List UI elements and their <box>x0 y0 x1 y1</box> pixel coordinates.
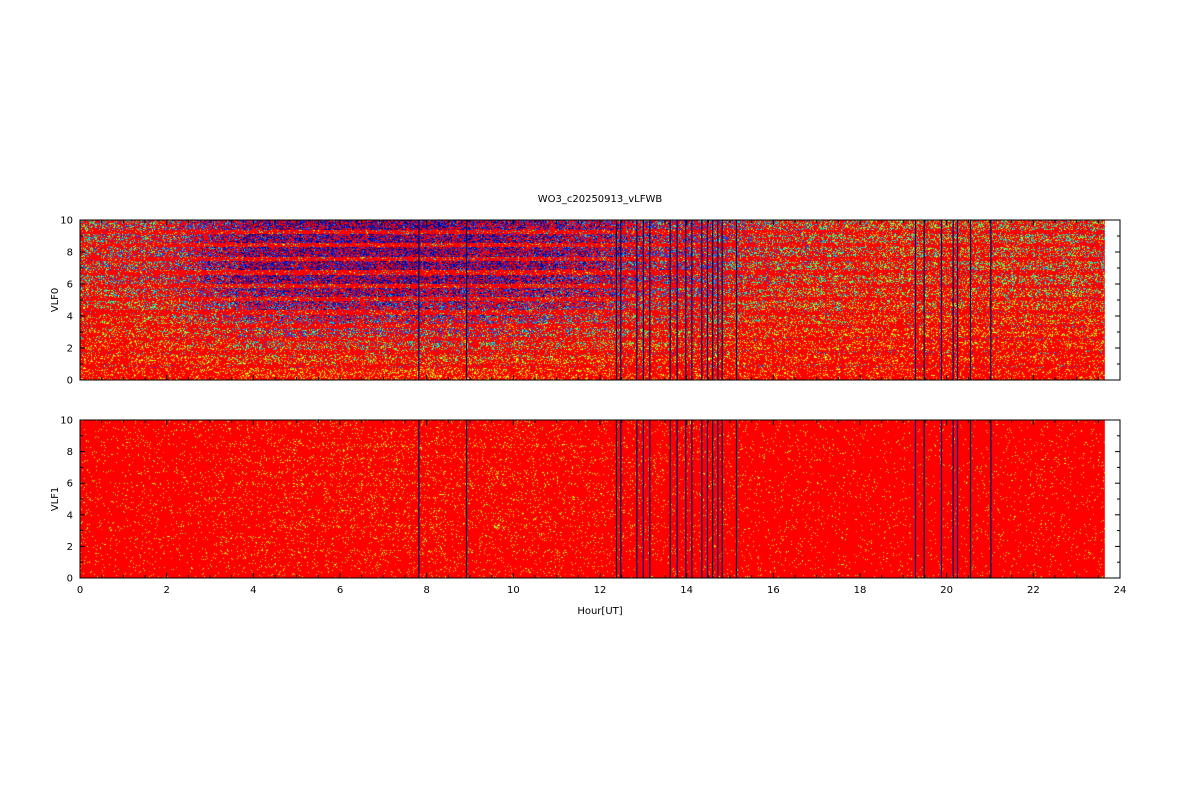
x-tick-label: 18 <box>854 585 867 596</box>
x-tick-label: 12 <box>594 585 607 596</box>
y-tick-label: 2 <box>67 344 73 355</box>
x-tick-label: 8 <box>423 585 429 596</box>
y-tick-label: 8 <box>67 248 73 259</box>
y-tick-label: 6 <box>67 479 73 490</box>
x-tick-label: 14 <box>680 585 693 596</box>
y-axis-label: VLF0 <box>50 288 61 313</box>
y-tick-label: 0 <box>67 574 73 585</box>
y-tick-label: 8 <box>67 447 73 458</box>
x-tick-label: 16 <box>767 585 780 596</box>
y-tick-label: 10 <box>60 416 73 427</box>
panel-vlf0: 0 2 4 6 8 10 VLF0 <box>50 216 1121 387</box>
y-tick-label: 2 <box>67 542 73 553</box>
chart-title: WO3_c20250913_vLFWB <box>538 194 663 205</box>
x-tick-label: 4 <box>250 585 256 596</box>
x-axis-label: Hour[UT] <box>577 606 622 617</box>
x-tick-label: 20 <box>940 585 953 596</box>
x-tick-label: 10 <box>507 585 520 596</box>
y-axis-label: VLF1 <box>50 487 61 512</box>
x-tick-label: 6 <box>337 585 343 596</box>
y-tick-label: 4 <box>67 510 73 521</box>
x-tick-label: 24 <box>1114 585 1127 596</box>
y-tick-label: 0 <box>67 376 73 387</box>
y-tick-label: 6 <box>67 280 73 291</box>
x-tick-label: 22 <box>1027 585 1040 596</box>
x-tick-label: 0 <box>77 585 83 596</box>
y-tick-label: 10 <box>60 216 73 227</box>
x-tick-label: 2 <box>163 585 169 596</box>
heatmap-speckle <box>80 220 1105 380</box>
heatmap-speckle <box>80 420 1105 578</box>
y-tick-label: 4 <box>67 312 73 323</box>
